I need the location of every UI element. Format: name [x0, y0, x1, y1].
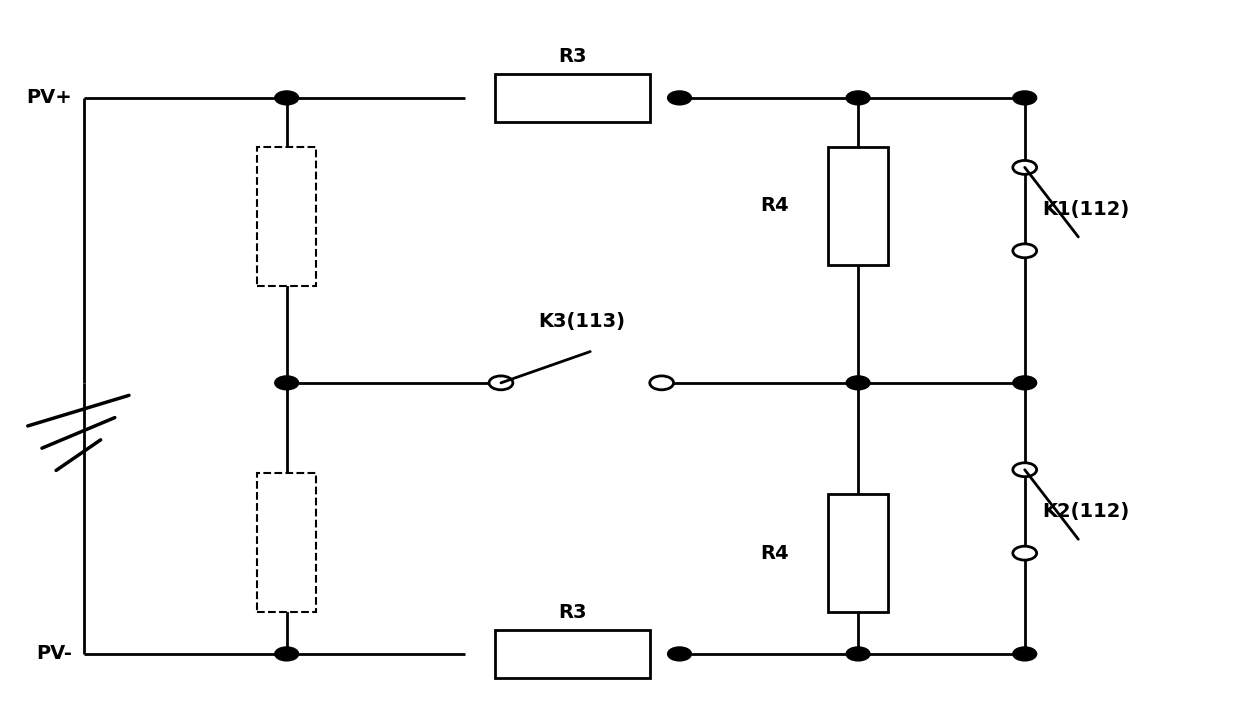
Text: R4: R4: [760, 196, 789, 215]
Circle shape: [1013, 647, 1037, 661]
Circle shape: [1013, 161, 1037, 174]
Bar: [257, 473, 316, 613]
Bar: [495, 74, 650, 122]
Bar: [828, 146, 888, 265]
Text: K2(112): K2(112): [1043, 502, 1130, 521]
Bar: [495, 630, 650, 678]
Circle shape: [275, 376, 299, 390]
Circle shape: [846, 647, 870, 661]
Circle shape: [1013, 463, 1037, 476]
Circle shape: [489, 376, 513, 390]
Circle shape: [846, 376, 870, 390]
Text: R3: R3: [558, 46, 587, 66]
Text: K3(113): K3(113): [538, 312, 625, 331]
Circle shape: [275, 91, 299, 105]
Text: PV-: PV-: [36, 644, 72, 663]
Circle shape: [275, 647, 299, 661]
Circle shape: [650, 376, 673, 390]
Circle shape: [846, 91, 870, 105]
Circle shape: [667, 647, 692, 661]
Circle shape: [667, 91, 692, 105]
Circle shape: [1013, 91, 1037, 105]
Text: R4: R4: [760, 544, 789, 563]
Bar: [828, 494, 888, 613]
Text: R3: R3: [558, 602, 587, 622]
Circle shape: [1013, 376, 1037, 390]
Bar: [257, 146, 316, 285]
Circle shape: [1013, 546, 1037, 560]
Text: K1(112): K1(112): [1043, 200, 1130, 219]
Circle shape: [1013, 244, 1037, 258]
Text: PV+: PV+: [27, 88, 72, 107]
